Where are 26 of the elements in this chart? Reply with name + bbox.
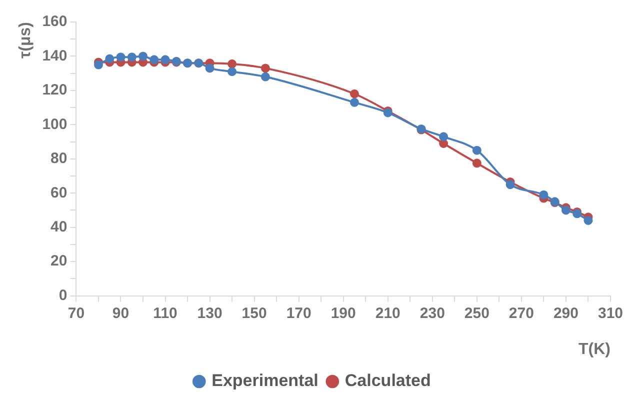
y-axis-title: τ(μs)	[17, 22, 34, 58]
y-tick-label: 160	[42, 13, 68, 30]
y-tick-label: 20	[50, 252, 68, 270]
x-tick-label: 130	[197, 304, 222, 322]
legend-label: Experimental	[212, 371, 318, 390]
y-tick-label: 60	[50, 184, 68, 202]
x-tick-label: 310	[598, 304, 623, 322]
x-tick-label: 190	[330, 304, 356, 322]
x-tick-label: 270	[508, 304, 534, 322]
y-tick-label: 100	[42, 116, 68, 133]
x-tick-label: 210	[375, 304, 400, 322]
y-tick-label: 80	[50, 150, 68, 168]
x-tick-label: 150	[242, 304, 267, 322]
x-axis-title: T(K)	[578, 340, 610, 358]
x-tick-label: 110	[153, 304, 178, 322]
y-tick-label: 140	[42, 47, 68, 64]
x-tick-label: 250	[464, 304, 490, 322]
x-tick-label: 230	[420, 304, 445, 322]
y-tick-label: 120	[42, 82, 68, 99]
x-tick-label: 90	[112, 304, 130, 322]
y-tick-label: 40	[50, 218, 68, 236]
y-tick-label: 0	[58, 286, 68, 304]
x-tick-label: 170	[286, 304, 312, 322]
x-tick-label: 290	[553, 304, 578, 322]
x-tick-label: 70	[68, 304, 85, 322]
legend-label: Calculated	[344, 371, 431, 390]
